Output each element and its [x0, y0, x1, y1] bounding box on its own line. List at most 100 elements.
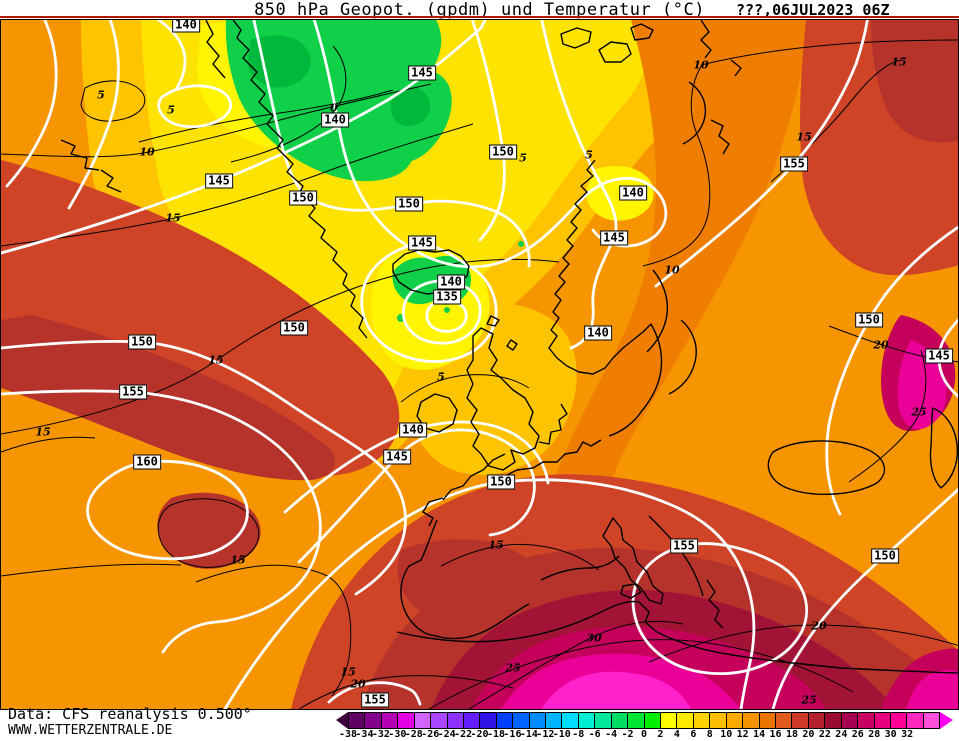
colorbar-segment	[923, 713, 940, 728]
geopotential-contour-label: 150	[487, 474, 515, 490]
geopotential-contour-label: 145	[383, 449, 411, 465]
colorbar-tick-label: -8	[572, 729, 585, 740]
coastline-layer	[60, 20, 958, 674]
geopotential-contour-layer	[1, 20, 958, 709]
geopotential-contour-label: 150	[489, 144, 517, 160]
colorbar-segment	[874, 713, 891, 728]
colorbar-segment	[677, 713, 694, 728]
geopotential-contour-label: 135	[433, 289, 461, 305]
colorbar-segment	[513, 713, 530, 728]
temperature-colorbar: -38 -34 -32 -30 -28 -26 -24 -22 -20 -18 -16 -14 -12-…	[336, 712, 956, 741]
geopotential-contour-label: 155	[670, 538, 698, 554]
temperature-contour-label: 10	[139, 145, 155, 159]
temperature-contour-label: 15	[891, 55, 907, 69]
temperature-contour-label: 0	[330, 101, 338, 115]
temperature-contour-label: 30	[586, 631, 602, 645]
colorbar-tick-label: -22	[454, 729, 473, 740]
colorbar-tick-label: 2	[657, 729, 664, 740]
colorbar-tick-label: -26	[421, 729, 440, 740]
weather-map-svg	[1, 20, 958, 709]
colorbar-row	[336, 712, 953, 729]
geopotential-contour-label: 145	[205, 173, 233, 189]
colorbar-tick-label: -28	[404, 729, 423, 740]
colorbar-segment	[759, 713, 776, 728]
geopotential-contour-label: 150	[871, 548, 899, 564]
data-credit: Data: CFS reanalysis 0.500°	[8, 705, 252, 723]
temperature-contour-label: 25	[505, 661, 521, 675]
colorbar-tick-label: 18	[785, 729, 799, 740]
temperature-contour-label: 15	[165, 211, 181, 225]
temperature-contour-label: 20	[811, 619, 827, 633]
colorbar-tick-label: -38	[338, 729, 358, 740]
colorbar-segment	[365, 713, 382, 728]
temperature-contour-label: 15	[796, 130, 812, 144]
colorbar-segment	[463, 713, 481, 728]
colorbar-tick-label: 26	[851, 729, 864, 740]
geopotential-contour-label: 145	[408, 235, 436, 251]
colorbar-tick-label: -2	[621, 729, 634, 740]
geopotential-contour-label: 140	[619, 185, 647, 201]
colorbar-tick-label: -4	[605, 729, 618, 740]
temperature-contour-label: 20	[350, 677, 366, 691]
colorbar-segment	[841, 713, 859, 728]
colorbar-tick-label: 12	[736, 729, 749, 740]
colorbar-segment	[529, 713, 547, 728]
colorbar-segments	[348, 712, 940, 729]
temperature-contour-label: 25	[801, 693, 817, 707]
temperature-contour-label: 5	[97, 88, 105, 102]
colorbar-segment	[578, 713, 596, 728]
colorbar-tick-label: -10	[552, 729, 571, 740]
colorbar-tick-label: -12	[536, 729, 555, 740]
geopotential-contour-label: 145	[408, 65, 436, 81]
colorbar-segment	[693, 713, 711, 728]
colorbar-segment	[562, 713, 579, 728]
temperature-contour-label: 5	[437, 370, 445, 384]
colorbar-tick-label: -14	[519, 729, 538, 740]
temperature-contour-label: 15	[208, 353, 224, 367]
colorbar-tick-label: -20	[470, 729, 489, 740]
colorbar-segment	[628, 713, 645, 728]
geopotential-contour-label: 140	[321, 112, 349, 128]
colorbar-segment	[661, 713, 678, 728]
temperature-contour-label: 15	[340, 665, 356, 679]
colorbar-segment	[775, 713, 793, 728]
colorbar-tick-label: -32	[371, 729, 390, 740]
colorbar-segment	[890, 713, 908, 728]
colorbar-tick-label: -6	[588, 729, 601, 740]
geopotential-contour-label: 150	[128, 334, 156, 350]
colorbar-segment	[611, 713, 629, 728]
temperature-contour-label: 25	[911, 405, 927, 419]
colorbar-segment	[414, 713, 432, 728]
colorbar-tick-label: -24	[437, 729, 456, 740]
colorbar-segment	[907, 713, 924, 728]
temperature-contour-label: 5	[519, 151, 527, 165]
chart-title: 850 hPa Geopot. (gpdm) und Temperatur (°…	[254, 0, 705, 20]
temperature-fill-layer	[1, 20, 958, 709]
colorbar-tick-label: 4	[673, 729, 680, 740]
temperature-contour-label: 15	[35, 425, 51, 439]
colorbar-tick-label: -30	[388, 729, 407, 740]
colorbar-tick-label: 28	[868, 729, 881, 740]
colorbar-tick-label: 0	[640, 729, 648, 740]
colorbar-segment	[726, 713, 744, 728]
colorbar-tick-label: 8	[706, 729, 713, 740]
geopotential-contour-label: 150	[395, 196, 423, 212]
colorbar-right-arrow-icon	[940, 712, 953, 729]
colorbar-tick-label: 20	[802, 729, 815, 740]
geopotential-contour-label: 150	[855, 312, 883, 328]
colorbar-segment	[447, 713, 464, 728]
colorbar-segment	[792, 713, 809, 728]
colorbar-tick-label: 6	[690, 729, 697, 740]
colorbar-tick-label: 24	[835, 729, 848, 740]
colorbar-tick-label: 22	[818, 729, 831, 740]
geopotential-contour-label: 145	[925, 348, 953, 364]
geopotential-contour-label: 145	[600, 230, 628, 246]
geopotential-contour-label: 155	[361, 692, 389, 708]
colorbar-tick-label: 10	[720, 729, 733, 740]
geopotential-contour-label: 155	[119, 384, 147, 400]
title-divider	[0, 16, 959, 18]
colorbar-segment	[858, 713, 875, 728]
temperature-contour-label: 15	[230, 553, 246, 567]
geopotential-contour-label: 140	[399, 422, 427, 438]
